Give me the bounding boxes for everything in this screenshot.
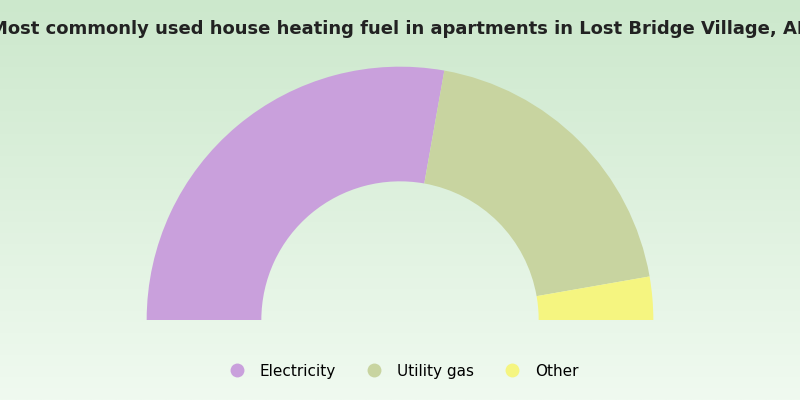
Text: Most commonly used house heating fuel in apartments in Lost Bridge Village, AR: Most commonly used house heating fuel in… — [0, 20, 800, 38]
Wedge shape — [537, 276, 654, 320]
Legend: Electricity, Utility gas, Other: Electricity, Utility gas, Other — [215, 358, 585, 385]
Wedge shape — [146, 67, 444, 320]
Wedge shape — [424, 70, 650, 296]
